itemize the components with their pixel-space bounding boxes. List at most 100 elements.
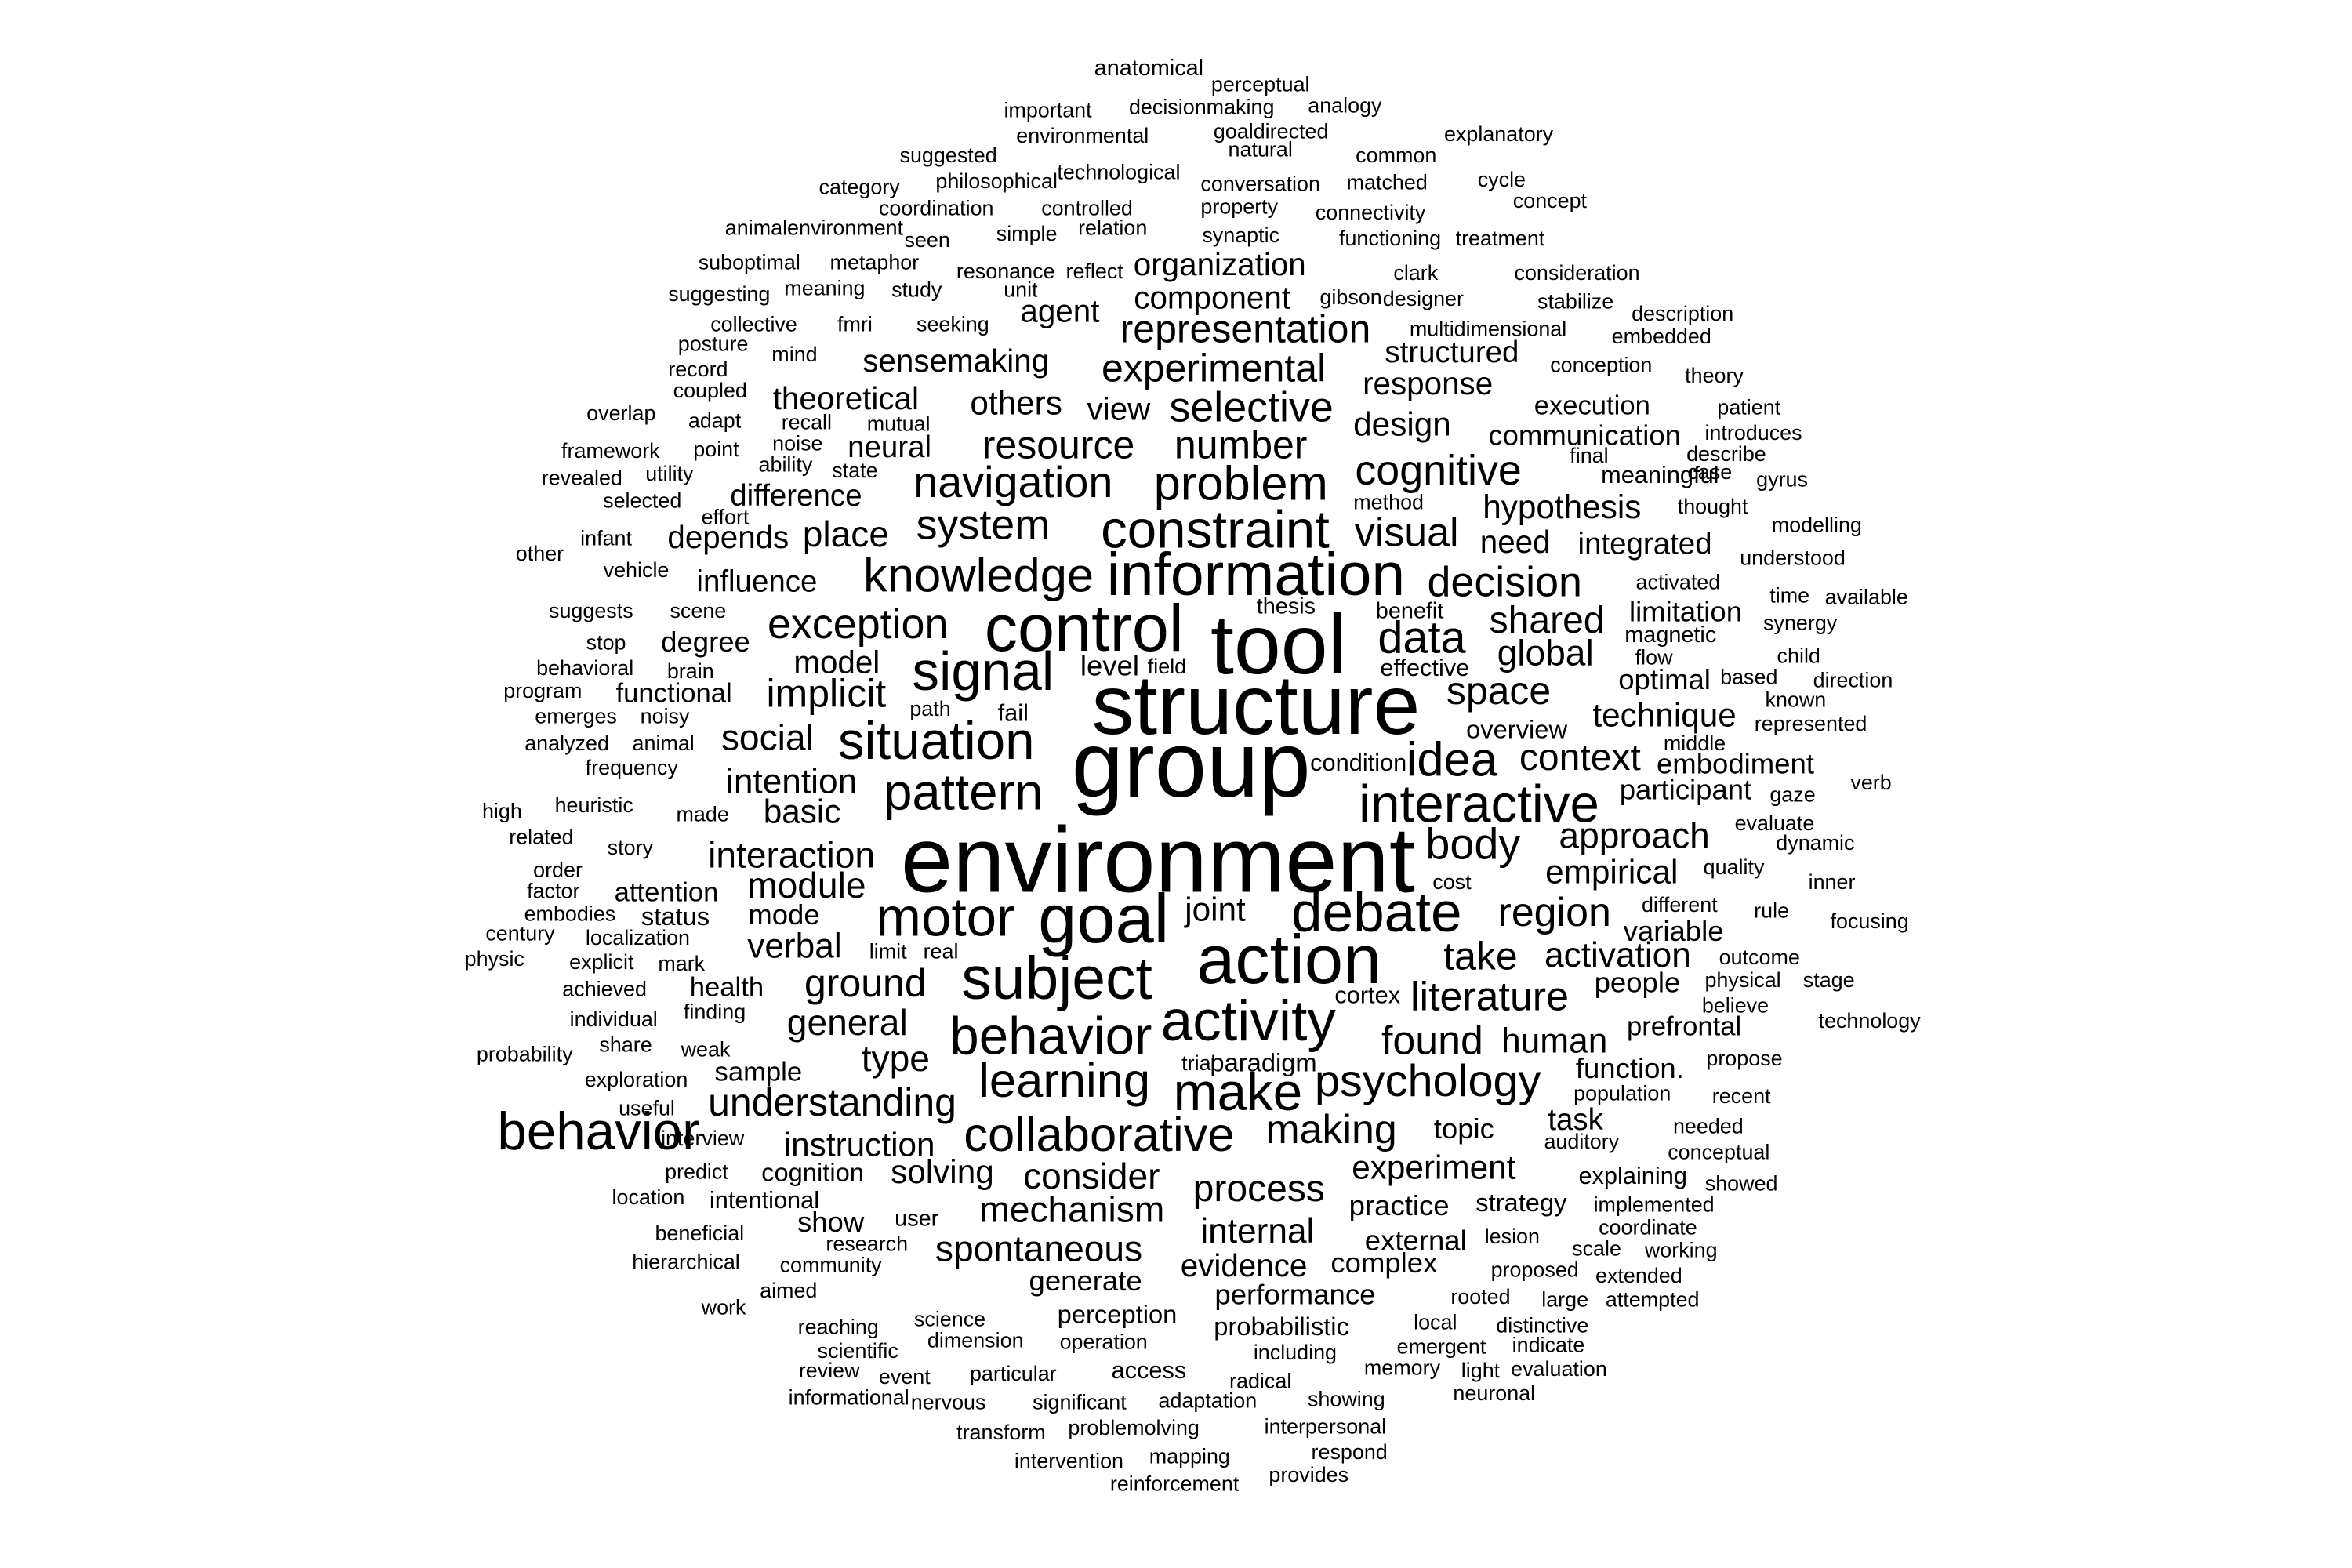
cloud-word-share: share [599,1033,652,1057]
cloud-word-large: large [1541,1288,1588,1312]
cloud-word-coordination: coordination [879,196,994,220]
cloud-word-human: human [1501,1022,1607,1060]
cloud-word-mechanism: mechanism [979,1189,1164,1229]
cloud-word-local: local [1414,1311,1457,1334]
cloud-word-goal: goal [1038,880,1169,957]
cloud-word-activation: activation [1544,936,1691,975]
cloud-word-difference: difference [730,479,862,513]
cloud-word-middle: middle [1664,731,1726,755]
cloud-word-solving: solving [891,1153,994,1190]
cloud-word-benefit: benefit [1376,598,1444,623]
cloud-word-cognitive: cognitive [1355,447,1521,494]
cloud-word-embodiment: embodiment [1657,748,1814,780]
cloud-word-believe: believe [1702,994,1769,1018]
cloud-word-nervous: nervous [911,1390,986,1414]
cloud-word-connectivity: connectivity [1316,201,1426,224]
cloud-word-behavior: behavior [497,1102,699,1161]
cloud-word-useful: useful [619,1096,675,1120]
cloud-word-community: community [780,1253,883,1276]
cloud-word-people: people [1595,966,1681,998]
cloud-word-place: place [803,514,889,554]
cloud-word-synaptic: synaptic [1202,223,1279,247]
cloud-word-show: show [797,1206,865,1238]
cloud-word-process: process [1193,1167,1325,1210]
cloud-word-internal: internal [1200,1212,1314,1250]
cloud-word-event: event [879,1365,931,1388]
cloud-word-rooted: rooted [1450,1285,1510,1308]
cloud-word-suggesting: suggesting [668,282,770,306]
cloud-word-probability: probability [477,1042,573,1065]
cloud-word-case: case [1687,460,1732,484]
cloud-word-fail: fail [998,699,1029,727]
cloud-word-working: working [1644,1238,1718,1261]
cloud-word-ground: ground [804,961,927,1005]
cloud-word-controlled: controlled [1041,196,1133,220]
cloud-word-cortex: cortex [1334,981,1400,1008]
cloud-word-situation: situation [838,712,1035,771]
cloud-word-dynamic: dynamic [1776,831,1854,855]
cloud-word-module: module [747,865,866,906]
cloud-word-overlap: overlap [586,401,655,425]
cloud-word-suggested: suggested [900,143,997,167]
cloud-word-spontaneous: spontaneous [935,1228,1142,1269]
cloud-word-memory: memory [1364,1356,1441,1379]
cloud-word-posture: posture [678,332,749,355]
cloud-word-anatomical: anatomical [1094,56,1203,81]
cloud-word-evidence: evidence [1181,1247,1308,1283]
cloud-word-indicate: indicate [1512,1333,1585,1356]
cloud-word-scientific: scientific [818,1339,898,1363]
cloud-word-matched: matched [1347,171,1428,194]
cloud-word-theoretical: theoretical [773,380,919,416]
cloud-word-structure: structure [1091,658,1420,752]
cloud-word-body: body [1425,820,1520,869]
cloud-word-dimension: dimension [927,1329,1024,1352]
cloud-word-embedded: embedded [1612,325,1711,348]
cloud-word-research: research [826,1232,908,1256]
cloud-word-explanatory: explanatory [1444,122,1554,146]
cloud-word-other: other [516,542,564,565]
cloud-word-mode: mode [748,898,819,931]
cloud-word-experiment: experiment [1352,1149,1515,1185]
cloud-word-making: making [1265,1107,1396,1152]
cloud-word-philosophical: philosophical [935,169,1058,193]
cloud-word-evaluate: evaluate [1735,811,1815,835]
cloud-word-environment: environment [901,808,1415,912]
cloud-word-showing: showing [1308,1388,1385,1411]
cloud-word-exception: exception [768,601,948,648]
cloud-word-effective: effective [1380,654,1469,681]
cloud-word-subject: subject [961,945,1152,1012]
cloud-word-region: region [1498,890,1611,935]
cloud-word-time: time [1769,584,1809,608]
cloud-word-flow: flow [1635,645,1673,669]
cloud-word-coupled: coupled [673,379,747,402]
cloud-word-stage: stage [1803,968,1855,992]
cloud-word-approach: approach [1559,815,1709,855]
cloud-word-limitation: limitation [1629,595,1742,627]
cloud-word-exploration: exploration [585,1068,688,1091]
cloud-word-revealed: revealed [542,466,622,490]
cloud-word-technological: technological [1057,160,1180,183]
cloud-word-gaze: gaze [1769,782,1815,806]
cloud-word-record: record [668,358,728,381]
cloud-word-ability: ability [759,452,813,476]
cloud-word-treatment: treatment [1456,227,1545,250]
cloud-word-goaldirected: goaldirected [1214,119,1329,143]
cloud-word-resonance: resonance [956,260,1055,283]
cloud-word-provides: provides [1269,1463,1348,1486]
cloud-word-path: path [909,697,950,720]
cloud-word-technology: technology [1819,1009,1922,1033]
cloud-word-environmental: environmental [1016,124,1149,147]
cloud-word-metaphor: metaphor [830,251,920,274]
cloud-word-needed: needed [1673,1115,1744,1138]
cloud-word-science: science [914,1308,985,1331]
cloud-word-action: action [1196,920,1381,998]
cloud-word-navigation: navigation [913,458,1112,506]
cloud-word-communication: communication [1488,419,1681,451]
cloud-word-unit: unit [1004,278,1038,301]
cloud-word-child: child [1777,644,1820,668]
cloud-word-introduces: introduces [1704,421,1802,445]
cloud-word-collaborative: collaborative [964,1108,1234,1162]
cloud-word-transform: transform [956,1421,1046,1444]
cloud-word-patient: patient [1717,395,1780,419]
cloud-word-hierarchical: hierarchical [632,1250,740,1274]
